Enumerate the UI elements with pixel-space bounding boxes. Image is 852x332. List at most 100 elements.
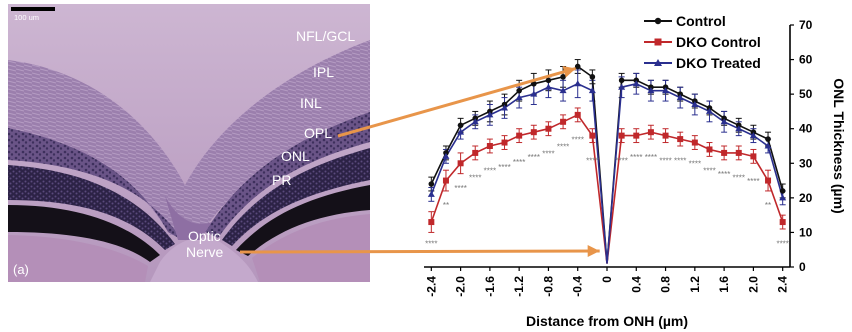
series-line-1 (430, 113, 784, 264)
data-point (705, 107, 713, 114)
data-point (633, 132, 640, 139)
layer-label-pr: PR (272, 172, 291, 188)
data-point (691, 139, 698, 146)
data-point (428, 219, 435, 226)
x-tick-label: -2.0 (454, 276, 468, 297)
arrow-head (587, 245, 600, 258)
data-point (735, 125, 743, 132)
y-tick-label: 50 (799, 87, 813, 101)
data-point (662, 132, 669, 139)
x-tick-label: -0.4 (571, 276, 585, 297)
data-point (530, 90, 538, 97)
y-tick-label: 60 (799, 53, 813, 67)
significance-label: **** (469, 174, 481, 183)
data-point (472, 149, 479, 156)
x-tick-label: 0.8 (659, 276, 673, 293)
onl-band-right (222, 148, 370, 246)
data-point (706, 146, 713, 153)
data-point (457, 160, 464, 167)
significance-label: **** (689, 160, 701, 169)
x-tick-label: 0 (600, 276, 614, 283)
data-point (545, 125, 552, 132)
scale-bar (11, 7, 55, 11)
y-tick-label: 30 (799, 156, 813, 170)
x-tick-label: -0.8 (541, 276, 555, 297)
x-tick-label: 1.6 (717, 276, 731, 293)
inl-band-right (205, 112, 370, 238)
layer-label-opl: OPL (304, 125, 332, 141)
data-point (618, 132, 625, 139)
y-tick-label: 20 (799, 191, 813, 205)
data-point (486, 143, 493, 149)
x-tick-label: 1.2 (688, 276, 702, 293)
significance-label: ** (443, 201, 449, 210)
x-tick-label: 0.4 (629, 276, 643, 293)
inl-band (8, 128, 182, 240)
layer-label-ipl: IPL (313, 64, 334, 80)
significance-label: **** (718, 170, 730, 179)
legend: Control DKO Control DKO Treated (644, 13, 761, 71)
significance-label: **** (528, 153, 540, 162)
data-point (531, 80, 537, 87)
data-point (721, 149, 728, 156)
data-point (765, 136, 771, 142)
legend-marker (654, 38, 662, 46)
data-point (647, 129, 654, 136)
significance-label: ** (765, 201, 771, 210)
x-tick-label: -1.6 (483, 276, 497, 297)
legend-marker (654, 17, 662, 25)
significance-label: **** (615, 156, 627, 165)
significance-label: **** (557, 142, 569, 151)
data-point (544, 83, 552, 90)
data-point (574, 80, 582, 87)
x-tick-label: -2.4 (424, 276, 438, 297)
significance-label: **** (659, 156, 671, 165)
data-point (632, 80, 640, 87)
nerve-label: Nerve (186, 244, 224, 260)
data-point (545, 77, 552, 84)
data-point (676, 94, 684, 101)
data-point (560, 118, 567, 125)
layer-label-onl: ONL (281, 148, 310, 164)
rpe-band-right (236, 185, 370, 256)
data-point (471, 118, 479, 125)
significance-label: **** (425, 239, 437, 248)
significance-label: **** (454, 184, 466, 193)
x-tick-label: 2.4 (776, 276, 790, 293)
data-point (691, 101, 699, 108)
annotation-arrows (239, 65, 600, 258)
significance-label: **** (703, 167, 715, 176)
data-point (486, 111, 494, 118)
legend-label: Control (676, 13, 726, 29)
sclera (8, 235, 148, 282)
onl-thickness-chart: ****************** ************ **********… (424, 13, 847, 329)
data-point (779, 219, 786, 226)
significance-label: **** (542, 149, 554, 158)
data-point (720, 118, 728, 125)
y-tick-label: 10 (799, 225, 813, 239)
error-bars (428, 59, 786, 233)
arrow-shaft (239, 249, 600, 254)
significance-label: **** (571, 136, 583, 145)
data-point (735, 149, 742, 156)
layer-label-nfl: NFL/GCL (296, 28, 355, 44)
data-point (662, 87, 670, 94)
ipl-band (8, 40, 370, 235)
significance-label: **** (733, 174, 745, 183)
data-point (501, 104, 509, 111)
data-point (779, 194, 787, 201)
data-point (516, 132, 523, 139)
optic-nerve-head (150, 237, 258, 282)
x-axis-title: Distance from ONH (µm) (526, 313, 688, 329)
legend-marker (654, 59, 662, 66)
optic-cup (165, 196, 212, 240)
micrograph (8, 4, 370, 282)
legend-label: DKO Control (676, 34, 761, 50)
data-point (750, 153, 757, 160)
y-tick-label: 70 (799, 18, 813, 32)
y-tick-label: 0 (799, 260, 806, 274)
significance-label: **** (645, 153, 657, 162)
data-point (516, 87, 522, 94)
data-point (515, 94, 523, 101)
chart-axes: -2.4 -2.0 -1.6 -1.2 -0.8 -0.4 0 0.4 0.8 1.2 1.6 2.0… (424, 18, 847, 329)
